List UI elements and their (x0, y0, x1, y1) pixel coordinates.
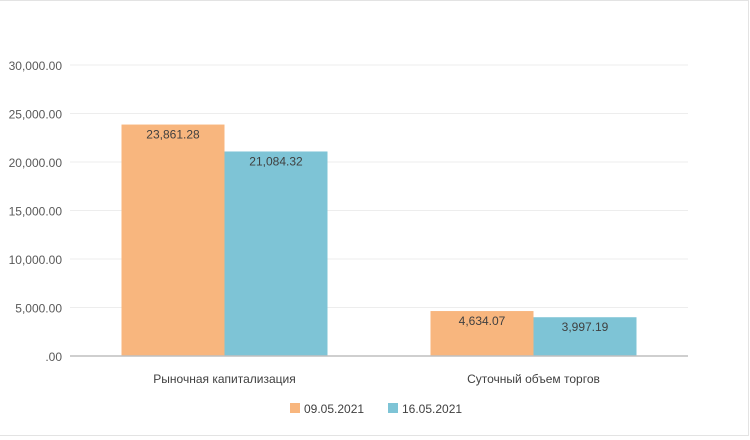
data-label: 3,997.19 (562, 320, 609, 334)
y-tick-label: 20,000.00 (9, 156, 63, 170)
x-category-label: Суточный объем торгов (467, 372, 600, 386)
x-category-label: Рыночная капитализация (153, 372, 295, 386)
y-tick-label: 25,000.00 (9, 108, 63, 122)
bar (430, 311, 534, 356)
legend-swatch (290, 403, 300, 413)
y-tick-label: 15,000.00 (9, 205, 63, 219)
y-tick-label: 30,000.00 (9, 59, 63, 73)
legend-label: 16.05.2021 (402, 402, 462, 416)
bars (121, 124, 637, 356)
y-tick-label: 5,000.00 (15, 302, 62, 316)
bar (224, 151, 328, 356)
legend-label: 09.05.2021 (304, 402, 364, 416)
data-label: 4,634.07 (459, 314, 506, 328)
y-tick-label: 10,000.00 (9, 253, 63, 267)
data-label: 23,861.28 (146, 128, 200, 142)
data-labels: 23,861.28 21,084.32 4,634.07 3,997.19 (146, 128, 608, 335)
y-tick-label: .00 (45, 350, 62, 364)
bar (533, 317, 637, 356)
y-axis-tick-labels: .00 5,000.00 10,000.00 15,000.00 20,000.00 25… (9, 59, 63, 364)
bar (121, 124, 225, 356)
data-label: 21,084.32 (249, 154, 303, 168)
legend-swatch (388, 403, 398, 413)
legend: 09.05.2021 16.05.2021 (290, 402, 462, 416)
x-axis-category-labels: Рыночная капитализация Суточный объем тор… (153, 372, 600, 386)
